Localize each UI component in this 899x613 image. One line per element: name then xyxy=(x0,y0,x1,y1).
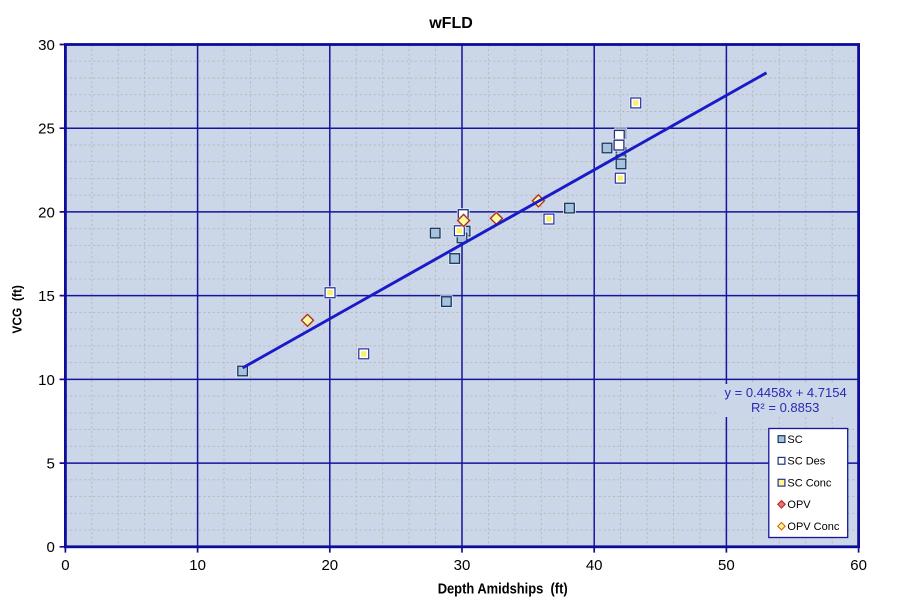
svg-text:40: 40 xyxy=(586,557,603,574)
svg-text:OPV: OPV xyxy=(787,499,811,511)
svg-text:y = 0.4458x + 4.7154: y = 0.4458x + 4.7154 xyxy=(725,385,847,400)
svg-text:10: 10 xyxy=(38,372,55,389)
svg-text:0: 0 xyxy=(46,539,54,556)
svg-text:20: 20 xyxy=(38,204,55,221)
svg-text:10: 10 xyxy=(189,557,206,574)
svg-text:Depth Amidships (ft): Depth Amidships (ft) xyxy=(438,582,568,598)
svg-text:SC Conc: SC Conc xyxy=(787,478,832,490)
svg-text:15: 15 xyxy=(38,288,55,305)
svg-text:30: 30 xyxy=(454,557,471,574)
svg-text:VCG (ft): VCG (ft) xyxy=(9,285,24,334)
svg-text:25: 25 xyxy=(38,121,55,138)
svg-text:5: 5 xyxy=(46,456,54,473)
svg-text:R² = 0.8853: R² = 0.8853 xyxy=(751,400,819,415)
svg-text:60: 60 xyxy=(850,557,867,574)
svg-text:SC: SC xyxy=(787,434,802,446)
svg-text:OPV Conc: OPV Conc xyxy=(787,521,839,533)
svg-text:20: 20 xyxy=(321,557,338,574)
svg-text:SC Des: SC Des xyxy=(787,456,825,468)
svg-text:30: 30 xyxy=(38,37,55,54)
svg-text:0: 0 xyxy=(61,557,69,574)
svg-text:50: 50 xyxy=(718,557,735,574)
svg-text:wFLD: wFLD xyxy=(428,15,473,32)
